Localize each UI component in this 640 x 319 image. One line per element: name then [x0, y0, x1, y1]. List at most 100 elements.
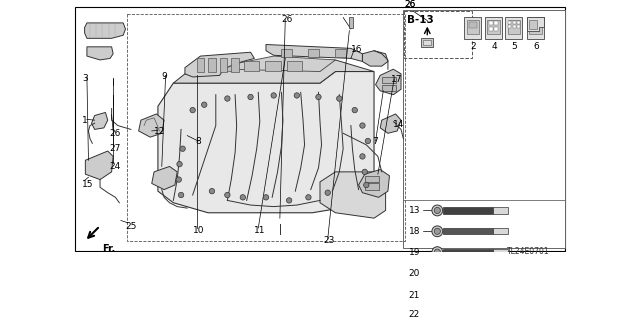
Polygon shape [92, 112, 108, 130]
Circle shape [432, 226, 443, 237]
Bar [287, 62, 302, 71]
Circle shape [325, 190, 330, 196]
Bar [443, 207, 493, 213]
Polygon shape [87, 47, 113, 60]
Circle shape [364, 182, 369, 188]
Polygon shape [380, 114, 401, 133]
Bar [443, 293, 493, 298]
Text: 9: 9 [162, 71, 168, 80]
Bar [349, 17, 353, 27]
Polygon shape [152, 167, 177, 189]
Bar [443, 271, 500, 277]
Circle shape [352, 108, 357, 113]
Bar [447, 272, 451, 275]
Circle shape [115, 23, 120, 27]
Text: 19: 19 [409, 248, 420, 256]
Text: 5: 5 [511, 42, 517, 51]
Text: 2: 2 [471, 42, 476, 51]
Circle shape [209, 189, 214, 194]
Bar [493, 207, 508, 213]
Text: 24: 24 [109, 162, 120, 171]
Circle shape [263, 195, 269, 200]
Bar [424, 40, 431, 45]
Bar [463, 272, 466, 275]
Text: Fr.: Fr. [102, 244, 116, 254]
Polygon shape [173, 60, 374, 83]
Bar [381, 77, 396, 83]
Circle shape [110, 89, 116, 95]
Polygon shape [358, 169, 390, 197]
Bar [517, 21, 520, 24]
Bar [493, 228, 508, 234]
Bar [282, 49, 292, 57]
Circle shape [177, 161, 182, 167]
Text: 1: 1 [83, 116, 88, 125]
Text: 22: 22 [409, 310, 420, 319]
Text: 26: 26 [282, 15, 292, 24]
Bar [265, 62, 280, 71]
Bar [231, 58, 239, 71]
Polygon shape [320, 172, 386, 218]
Bar [513, 25, 516, 28]
Bar [493, 27, 497, 31]
Text: 13: 13 [409, 206, 420, 215]
Text: 7: 7 [372, 137, 378, 146]
Bar [489, 21, 493, 25]
Bar [469, 22, 477, 28]
Bar [404, 11, 472, 58]
Bar [308, 49, 319, 57]
Bar [443, 293, 493, 298]
Bar [244, 62, 259, 71]
Bar [208, 58, 216, 71]
Bar [489, 27, 493, 31]
Bar [200, 62, 216, 71]
Bar [455, 272, 458, 275]
Text: 11: 11 [254, 226, 266, 235]
Circle shape [287, 198, 292, 203]
Bar [381, 85, 396, 91]
Circle shape [276, 217, 283, 224]
Bar [220, 58, 227, 71]
Circle shape [190, 108, 195, 113]
Bar [485, 18, 502, 39]
Circle shape [179, 192, 184, 198]
Circle shape [432, 205, 443, 216]
Text: 3: 3 [83, 74, 88, 83]
Bar [467, 20, 479, 34]
Circle shape [316, 94, 321, 100]
Bar [446, 312, 488, 318]
Text: TL24E0701: TL24E0701 [507, 247, 550, 256]
Polygon shape [266, 45, 362, 62]
Bar [529, 20, 537, 29]
Text: 23: 23 [324, 236, 335, 245]
Bar [127, 14, 405, 241]
Circle shape [225, 192, 230, 198]
Polygon shape [185, 56, 335, 74]
Circle shape [432, 268, 443, 279]
Text: 15: 15 [83, 180, 94, 189]
Polygon shape [376, 69, 401, 95]
Bar [513, 21, 516, 24]
Text: 27: 27 [109, 144, 121, 153]
Circle shape [306, 195, 311, 200]
Bar [486, 272, 489, 275]
Bar [443, 249, 493, 255]
Text: 25: 25 [125, 222, 137, 231]
Bar [365, 183, 379, 189]
Bar [365, 176, 379, 182]
Text: 20: 20 [409, 269, 420, 278]
Bar [465, 18, 481, 39]
Bar [508, 20, 520, 34]
Text: 26: 26 [404, 0, 415, 9]
Circle shape [271, 93, 276, 98]
Bar [505, 18, 522, 39]
Circle shape [434, 228, 440, 234]
Bar [508, 21, 511, 24]
Text: 21: 21 [409, 291, 420, 300]
Bar [222, 62, 237, 71]
Circle shape [348, 26, 354, 32]
Bar [488, 20, 500, 34]
Circle shape [365, 138, 371, 144]
Bar [488, 312, 504, 318]
Circle shape [435, 311, 443, 318]
